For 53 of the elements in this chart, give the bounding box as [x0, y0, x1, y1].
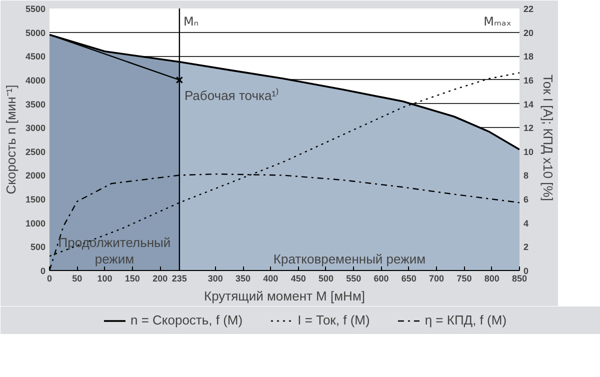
x-tick-label: 650 — [401, 274, 416, 284]
x-tick-label: 100 — [97, 274, 112, 284]
y2-tick-label: 12 — [524, 123, 534, 134]
y-tick-label: 3000 — [25, 123, 46, 134]
x-tick-label: 500 — [318, 274, 334, 284]
y-tick-label: 5000 — [25, 28, 46, 38]
legend-label: I = Ток, f (M) — [298, 312, 370, 328]
x-tick-label: 550 — [346, 274, 362, 284]
x-tick-label: 450 — [290, 274, 306, 284]
y-tick-label: 4500 — [25, 52, 46, 62]
y2-tick-label: 18 — [524, 52, 534, 62]
y2-tick-label: 6 — [524, 194, 529, 205]
x-axis-title: Крутящий момент M [мНм] — [204, 288, 366, 304]
x-tick-label: 400 — [263, 274, 278, 284]
ref-line-label: Mₙ — [183, 14, 199, 28]
y-tick-label: 0 — [40, 266, 46, 276]
y-tick-label: 2500 — [25, 146, 46, 157]
x-tick-label: 235 — [172, 274, 187, 284]
x-tick-label: 700 — [429, 274, 444, 284]
x-tick-label: 0 — [46, 274, 52, 284]
y-tick-label: 500 — [30, 242, 46, 252]
y-tick-label: 4000 — [25, 75, 46, 86]
y2-tick-label: 20 — [524, 28, 534, 38]
legend-label: n = Скорость, f (M) — [130, 312, 243, 328]
y-tick-label: 3500 — [25, 99, 46, 110]
x-tick-label: 300 — [208, 274, 223, 284]
y2-tick-label: 4 — [524, 218, 529, 228]
y2-tick-label: 10 — [524, 146, 534, 157]
x-tick-label: 850 — [512, 274, 528, 284]
y2-tick-label: 8 — [524, 170, 529, 181]
y2-axis-title: Ток I [A]; КПД x10 [%] — [540, 74, 556, 201]
x-tick-label: 600 — [374, 274, 389, 284]
x-tick-label: 750 — [456, 274, 472, 284]
y2-tick-label: 2 — [524, 242, 529, 252]
x-tick-label: 50 — [72, 274, 82, 284]
annotation: Рабочая точка¹⁾ — [184, 88, 280, 103]
annotation: Продолжительный режим — [58, 235, 171, 266]
y-tick-label: 2000 — [25, 170, 46, 181]
y2-tick-label: 0 — [524, 266, 529, 276]
annotation: Кратковременный режим — [273, 252, 426, 266]
y2-tick-label: 22 — [524, 4, 534, 14]
annotation: Mₘₐₓ — [484, 14, 512, 28]
y2-tick-label: 14 — [524, 99, 534, 110]
y-tick-label: 5500 — [25, 4, 46, 14]
x-tick-label: 800 — [484, 274, 500, 284]
x-tick-label: 150 — [124, 274, 140, 284]
legend-label: η = КПД, f (M) — [424, 312, 507, 328]
y-tick-label: 1000 — [25, 218, 46, 228]
y-axis-title: Скорость n [мин⁻¹] — [3, 84, 18, 194]
y2-tick-label: 16 — [524, 75, 534, 86]
y-tick-label: 1500 — [25, 194, 46, 205]
x-tick-label: 200 — [152, 274, 168, 284]
x-tick-label: 350 — [236, 274, 251, 284]
